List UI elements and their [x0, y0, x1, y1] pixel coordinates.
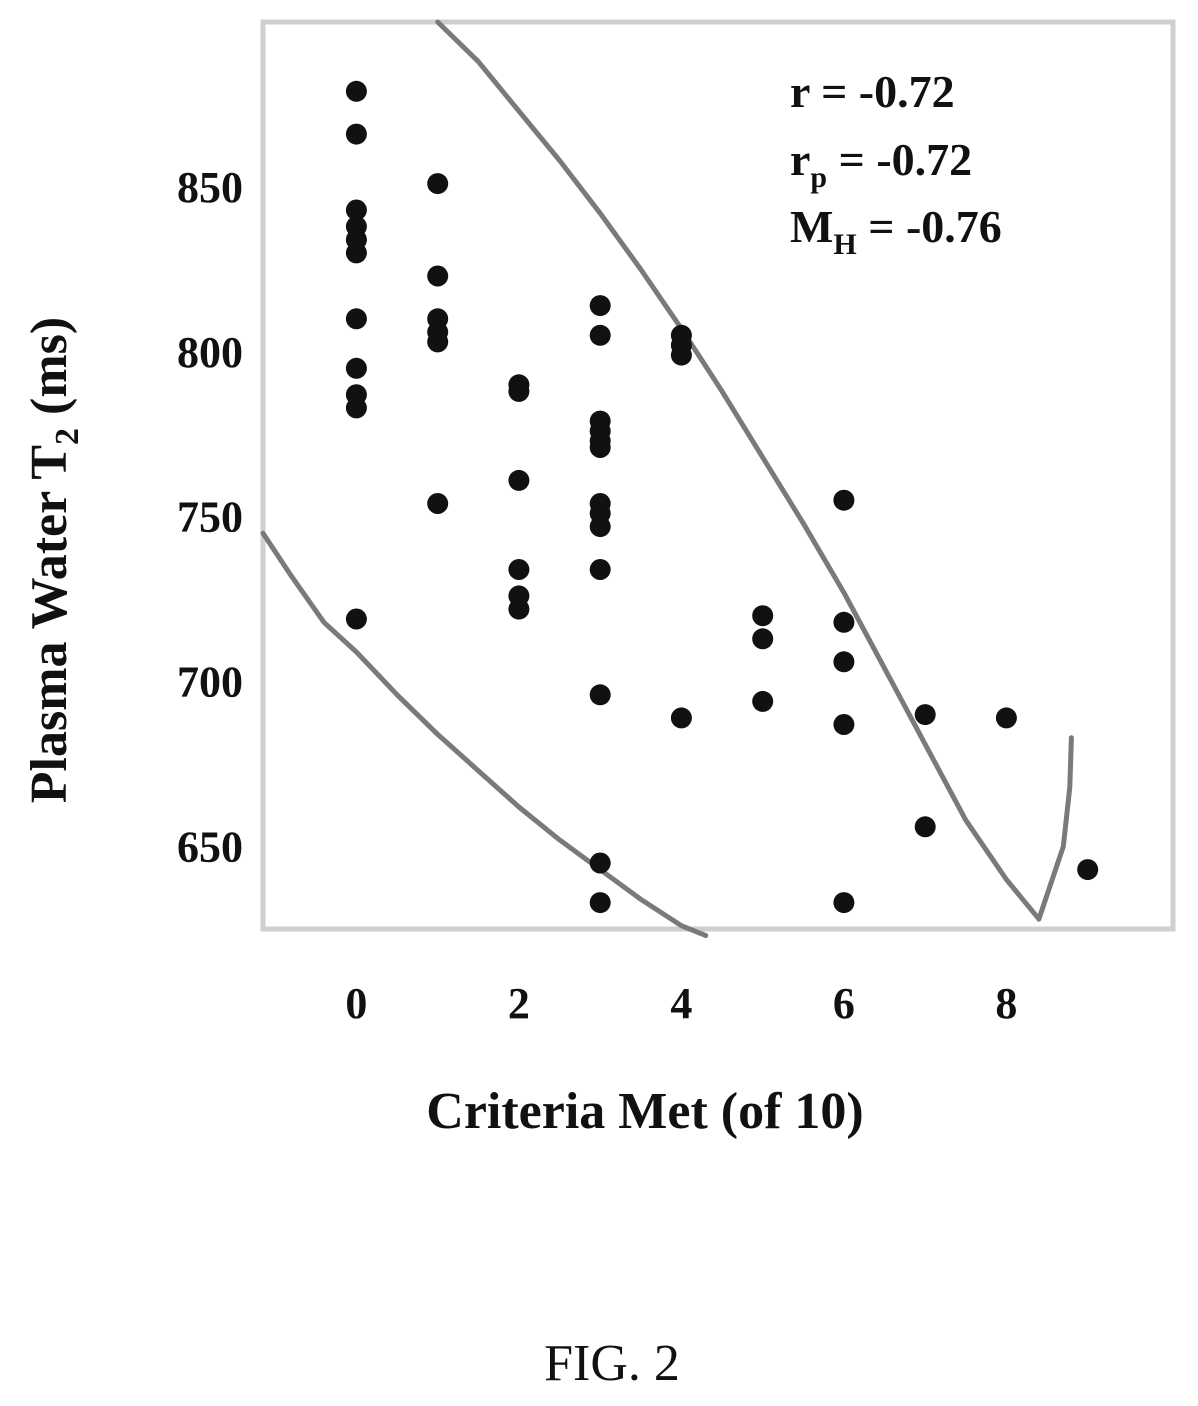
data-point: [914, 704, 936, 726]
stats-annotation: r = -0.72 rp = -0.72 MH = -0.76: [790, 66, 1002, 261]
x-axis-label: Criteria Met (of 10): [426, 1083, 863, 1140]
y-tick-label: 800: [177, 328, 243, 377]
stat-rp: rp = -0.72: [790, 134, 972, 194]
x-tick-label: 2: [508, 979, 530, 1028]
data-point: [427, 173, 449, 195]
data-point: [670, 707, 692, 729]
data-point: [345, 199, 367, 221]
data-point: [833, 714, 855, 735]
x-tick-labels: 0 2 4 6 8: [345, 979, 1017, 1028]
data-point: [508, 559, 530, 580]
data-point: [1077, 859, 1099, 881]
data-point: [833, 651, 855, 673]
data-point: [345, 123, 367, 145]
data-point: [508, 598, 530, 620]
data-point: [752, 628, 774, 650]
data-point: [427, 331, 449, 353]
data-point: [670, 344, 692, 366]
data-point: [589, 559, 611, 580]
y-tick-labels: 650 700 750 800 850: [177, 163, 243, 872]
data-point: [752, 605, 774, 627]
data-point: [833, 489, 855, 511]
data-point: [345, 242, 367, 264]
data-point: [833, 892, 855, 914]
upper-boundary-curve-tail: [1036, 735, 1074, 922]
stat-r: r = -0.72: [790, 66, 955, 117]
x-tick-label: 6: [833, 979, 855, 1028]
data-point: [345, 357, 367, 379]
data-point: [345, 397, 367, 419]
plot-frame: [260, 19, 1176, 932]
y-axis-label: Plasma Water T2 (ms): [21, 317, 86, 803]
y-tick-label: 650: [177, 823, 243, 872]
data-point: [345, 80, 367, 102]
data-point: [914, 816, 936, 838]
points-layer: [345, 80, 1099, 914]
data-point: [995, 707, 1017, 729]
data-point: [589, 684, 611, 706]
data-point: [589, 516, 611, 538]
stat-mh: MH = -0.76: [790, 201, 1002, 261]
upper-boundary-curve: [435, 19, 1042, 922]
data-point: [508, 380, 530, 402]
lower-boundary-curve: [260, 530, 709, 939]
data-point: [345, 608, 367, 630]
x-tick-label: 4: [670, 979, 692, 1028]
y-tick-label: 750: [177, 493, 243, 542]
data-point: [508, 469, 530, 491]
x-tick-label: 0: [345, 979, 367, 1028]
x-tick-label: 8: [995, 979, 1017, 1028]
data-point: [427, 265, 449, 287]
y-tick-label: 850: [177, 163, 243, 212]
data-point: [589, 324, 611, 346]
figure-caption: FIG. 2: [544, 1335, 680, 1392]
data-point: [752, 690, 774, 712]
data-point: [345, 308, 367, 330]
data-point: [589, 295, 611, 317]
data-point: [427, 493, 449, 514]
data-point: [589, 852, 611, 874]
curves-layer: [260, 19, 1074, 939]
data-point: [589, 892, 611, 914]
y-tick-label: 700: [177, 658, 243, 707]
data-point: [589, 437, 611, 458]
data-point: [833, 611, 855, 633]
